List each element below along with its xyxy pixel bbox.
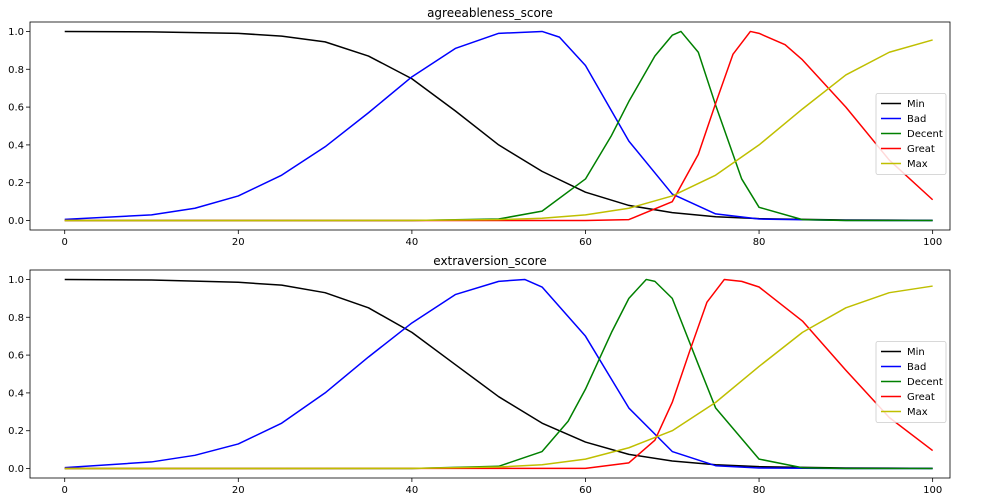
y-tick-label: 0.6 bbox=[8, 351, 24, 362]
y-tick-label: 0.2 bbox=[8, 178, 24, 189]
series-line-decent bbox=[64, 30, 933, 222]
x-tick-label: 0 bbox=[62, 237, 68, 248]
chart-title: agreeableness_score bbox=[427, 6, 553, 20]
legend-label-max: Max bbox=[907, 407, 928, 418]
legend-label-great: Great bbox=[907, 144, 935, 155]
legend: Min Bad Decent Great Max bbox=[875, 341, 947, 423]
x-tick-label: 100 bbox=[923, 485, 942, 496]
series-line-max bbox=[64, 39, 933, 222]
series-lines bbox=[64, 30, 934, 222]
subplot-1: extraversion_score 0 20 40 60 80 100 0.0 0.2 0.4 0… bbox=[8, 254, 951, 496]
legend-label-max: Max bbox=[907, 159, 928, 170]
x-tick-label: 80 bbox=[753, 237, 766, 248]
subplot-0: agreeableness_score 0 20 40 60 80 100 0.0 0.2 0.4… bbox=[8, 6, 951, 248]
series-line-min bbox=[64, 30, 933, 222]
axes-frame bbox=[29, 269, 951, 479]
x-tick-label: 80 bbox=[753, 485, 766, 496]
y-tick-label: 0.0 bbox=[8, 464, 24, 475]
y-tick-label: 0.2 bbox=[8, 426, 24, 437]
series-line-bad bbox=[64, 278, 933, 470]
y-tick-label: 0.4 bbox=[8, 388, 24, 399]
legend-label-min: Min bbox=[907, 347, 925, 358]
series-line-min bbox=[64, 278, 933, 470]
x-tick-label: 60 bbox=[579, 485, 592, 496]
y-tick-label: 0.8 bbox=[8, 313, 24, 324]
x-tick-label: 100 bbox=[923, 237, 942, 248]
y-tick-label: 1.0 bbox=[8, 27, 24, 38]
legend-label-bad: Bad bbox=[907, 114, 926, 125]
series-line-decent bbox=[64, 278, 933, 470]
chart-title: extraversion_score bbox=[433, 254, 546, 268]
y-tick-label: 0.6 bbox=[8, 103, 24, 114]
x-tick-label: 20 bbox=[232, 237, 245, 248]
y-tick-label: 0.8 bbox=[8, 65, 24, 76]
x-tick-label: 0 bbox=[62, 485, 68, 496]
x-tick-label: 40 bbox=[406, 485, 419, 496]
series-line-bad bbox=[64, 30, 933, 222]
legend-label-decent: Decent bbox=[907, 377, 943, 388]
axes-frame bbox=[29, 21, 951, 231]
legend-label-great: Great bbox=[907, 392, 935, 403]
legend-label-min: Min bbox=[907, 99, 925, 110]
x-tick-label: 20 bbox=[232, 485, 245, 496]
series-line-great bbox=[64, 278, 934, 470]
series-lines bbox=[64, 278, 934, 470]
y-tick-label: 0.0 bbox=[8, 216, 24, 227]
legend-box bbox=[875, 341, 947, 423]
y-tick-label: 0.4 bbox=[8, 140, 24, 151]
legend: Min Bad Decent Great Max bbox=[875, 93, 947, 175]
x-tick-label: 60 bbox=[579, 237, 592, 248]
legend-box bbox=[875, 93, 947, 175]
legend-label-bad: Bad bbox=[907, 362, 926, 373]
legend-label-decent: Decent bbox=[907, 129, 943, 140]
series-line-max bbox=[64, 285, 933, 470]
x-tick-label: 40 bbox=[406, 237, 419, 248]
y-tick-label: 1.0 bbox=[8, 275, 24, 286]
series-line-great bbox=[64, 30, 934, 222]
